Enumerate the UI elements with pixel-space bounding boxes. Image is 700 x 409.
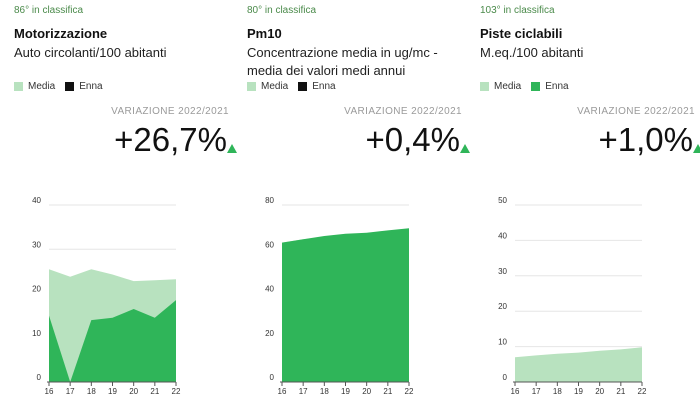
y-tick-label: 20	[32, 285, 41, 294]
legend-swatch-city	[531, 82, 541, 91]
x-tick-label: 17	[66, 387, 75, 396]
metric-title: Piste ciclabili	[480, 26, 563, 41]
y-tick-label: 20	[265, 329, 274, 338]
y-tick-label: 0	[503, 373, 508, 382]
x-tick-label: 18	[320, 387, 329, 396]
y-tick-label: 80	[265, 196, 274, 205]
metric-title: Motorizzazione	[14, 26, 108, 41]
variation-value: +1,0%	[598, 121, 694, 158]
legend: Media Enna	[14, 81, 103, 92]
x-tick-label: 17	[299, 387, 308, 396]
x-tick-label: 18	[87, 387, 96, 396]
area-chart-piste-ciclabili: 0 10 20 30 40 50 16 17 18 19 20 21 22	[498, 196, 647, 396]
x-tick-label: 20	[362, 387, 371, 396]
variation-label: VARIAZIONE 2022/2021	[344, 106, 462, 117]
y-tick-label: 30	[32, 240, 41, 249]
legend-swatch-media	[247, 82, 256, 91]
legend-item-city: Enna	[65, 81, 103, 92]
legend-label-city: Enna	[79, 81, 103, 92]
rank-label: 80° in classifica	[247, 5, 317, 16]
legend-label-city: Enna	[312, 81, 336, 92]
area-series-enna	[282, 228, 409, 382]
rank-label: 86° in classifica	[14, 5, 84, 16]
variation-label: VARIAZIONE 2022/2021	[111, 106, 229, 117]
legend-label-media: Media	[28, 81, 56, 92]
y-tick-label: 0	[37, 373, 42, 382]
y-tick-label: 40	[265, 285, 274, 294]
variation-value: +0,4%	[365, 121, 461, 158]
legend-swatch-media	[14, 82, 23, 91]
x-tick-label: 21	[150, 387, 159, 396]
legend: Media Enna	[247, 81, 336, 92]
panel-piste-ciclabili: 103° in classifica Piste ciclabili M.eq.…	[480, 0, 700, 409]
area-series-media	[515, 347, 642, 382]
x-tick-label: 18	[553, 387, 562, 396]
y-tick-label: 10	[498, 338, 507, 347]
metric-description: M.eq./100 abitanti	[480, 45, 584, 60]
legend-label-media: Media	[261, 81, 289, 92]
area-chart-pm10: 0 20 40 60 80 16 17 18 19 20 21 22	[265, 196, 414, 396]
y-tick-label: 40	[32, 196, 41, 205]
legend-item-media: Media	[14, 81, 55, 92]
variation-value: +26,7%	[114, 121, 227, 158]
rank-label: 103° in classifica	[480, 5, 555, 16]
legend-item-city: Enna	[531, 81, 569, 92]
x-tick-label: 22	[638, 387, 647, 396]
arrow-up-icon	[460, 144, 470, 153]
y-tick-label: 40	[498, 231, 507, 240]
metric-title: Pm10	[247, 26, 282, 41]
x-tick-label: 16	[511, 387, 520, 396]
legend-label-city: Enna	[545, 81, 569, 92]
area-series-enna	[49, 300, 176, 382]
metric-description: Concentrazione media in ug/mc - media de…	[247, 45, 438, 78]
x-tick-label: 16	[278, 387, 287, 396]
x-tick-label: 16	[45, 387, 54, 396]
y-tick-label: 10	[32, 329, 41, 338]
arrow-up-icon	[693, 144, 700, 153]
variation-label: VARIAZIONE 2022/2021	[577, 106, 695, 117]
x-tick-label: 22	[405, 387, 414, 396]
x-tick-label: 17	[532, 387, 541, 396]
panel-motorizzazione: 86° in classifica Motorizzazione Auto ci…	[14, 0, 239, 409]
y-tick-label: 20	[498, 302, 507, 311]
x-tick-label: 19	[341, 387, 350, 396]
x-tick-label: 20	[129, 387, 138, 396]
panel-pm10: 80° in classifica Pm10 Concentrazione me…	[247, 0, 472, 409]
x-tick-label: 20	[595, 387, 604, 396]
legend-swatch-city	[65, 82, 75, 91]
legend-item-media: Media	[247, 81, 288, 92]
y-tick-label: 50	[498, 196, 507, 205]
legend-item-city: Enna	[298, 81, 336, 92]
y-tick-label: 30	[498, 267, 507, 276]
metric-description: Auto circolanti/100 abitanti	[14, 45, 167, 60]
legend-label-media: Media	[494, 81, 522, 92]
y-tick-label: 0	[270, 373, 275, 382]
x-tick-label: 21	[616, 387, 625, 396]
x-tick-label: 22	[172, 387, 181, 396]
legend: Media Enna	[480, 81, 569, 92]
legend-swatch-city	[298, 82, 308, 91]
legend-swatch-media	[480, 82, 489, 91]
x-tick-label: 21	[383, 387, 392, 396]
x-tick-label: 19	[574, 387, 583, 396]
arrow-up-icon	[227, 144, 237, 153]
area-chart-motorizzazione: 0 10 20 30 40 16 17 18 19 20 21 22	[32, 196, 181, 396]
y-tick-label: 60	[265, 240, 274, 249]
legend-item-media: Media	[480, 81, 521, 92]
x-tick-label: 19	[108, 387, 117, 396]
